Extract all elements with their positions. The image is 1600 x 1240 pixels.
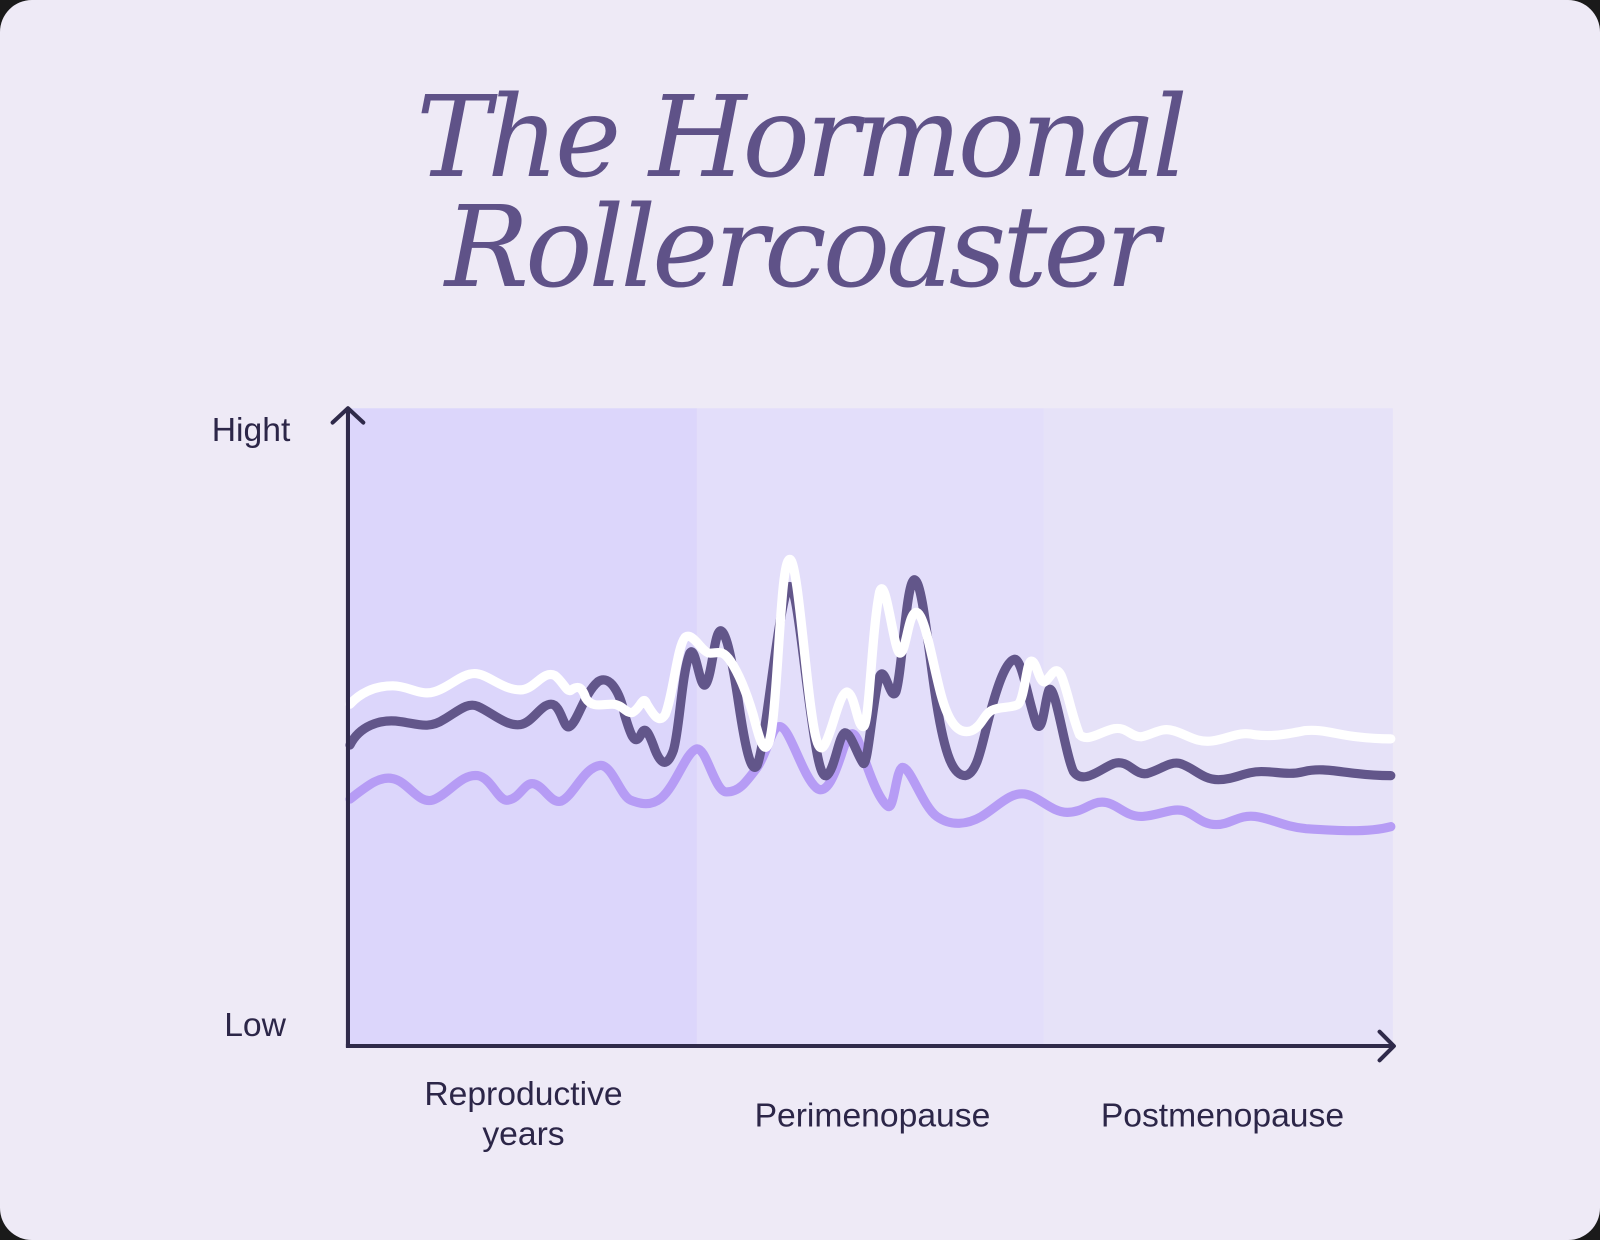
series-white-line — [345, 554, 1396, 753]
x-axis-arrow-icon — [1377, 1029, 1396, 1063]
x-label-reproductive-line-1: Reproductive — [424, 1076, 622, 1113]
chart-title-line-2: Rollercoaster — [444, 183, 1159, 313]
series-dark-line — [345, 575, 1396, 785]
y-axis-arrow-icon — [330, 406, 366, 425]
y-axis-low-label: Low — [224, 1007, 286, 1044]
x-label-reproductive-line-2: years — [482, 1116, 564, 1153]
x-label-perimenopause: Perimenopause — [755, 1098, 991, 1135]
phase-band-postmenopause — [1043, 408, 1393, 1047]
x-label-postmenopause: Postmenopause — [1101, 1098, 1344, 1135]
y-axis-high-label: Hight — [212, 412, 291, 449]
chart-title-line-1: The Hormonal — [416, 73, 1188, 203]
series-light-purple-line — [345, 722, 1396, 836]
